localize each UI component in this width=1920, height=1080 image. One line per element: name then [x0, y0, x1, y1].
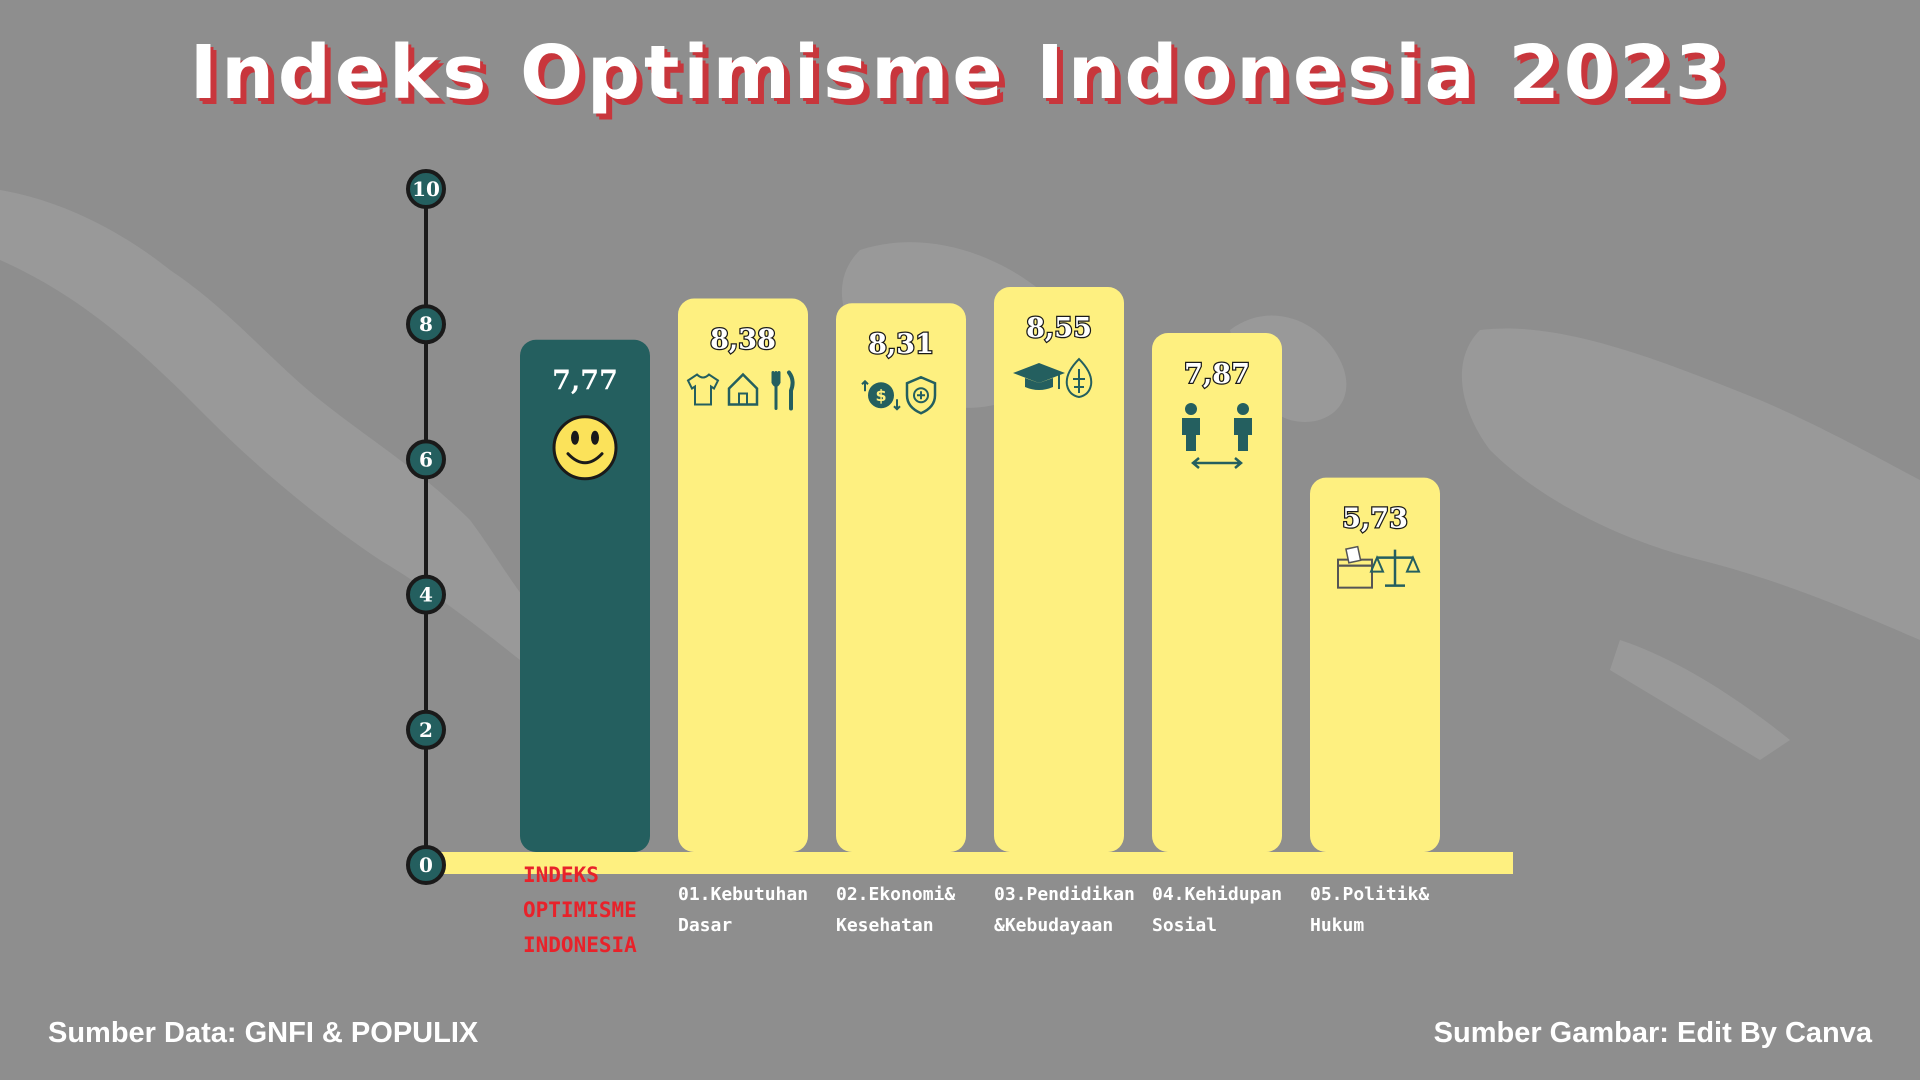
value-label: 5,73 — [1342, 504, 1408, 535]
money-icon: $ — [861, 379, 901, 411]
y-tick-label: 8 — [419, 312, 433, 336]
y-tick: 10 — [406, 169, 446, 209]
value-label: 7,77 — [552, 366, 618, 397]
shirt-icon — [686, 373, 720, 406]
y-tick: 4 — [406, 574, 446, 615]
bars: 7,77 8,38 8,31 $8,55 7,87 5,73 — [520, 287, 1440, 853]
y-tick-label: 4 — [419, 583, 433, 607]
y-tick: 6 — [406, 439, 446, 480]
gunungan-icon — [1065, 357, 1093, 399]
category-label: 02.Ekonomi&Kesehatan — [836, 884, 955, 936]
y-tick: 2 — [406, 709, 446, 750]
y-tick: 8 — [406, 304, 446, 345]
value-label: 7,87 — [1184, 359, 1250, 390]
category-labels: INDEKS OPTIMISME INDONESIA 01.Kebutuhan Dasa… — [523, 863, 1429, 957]
category-label-line: 04.Kehidupan — [1152, 884, 1282, 905]
category-label-line: Hukum — [1310, 915, 1364, 936]
scales-icon — [1369, 549, 1421, 587]
y-axis: 0 2 4 6 8 10 — [406, 169, 1513, 885]
category-label-line: INDEKS — [523, 863, 599, 887]
category-label: 03.Pendidikan&Kebudayaan — [994, 884, 1135, 936]
value-label: 8,38 — [710, 325, 776, 356]
chart-title: Indeks Optimisme Indonesia 2023 — [189, 30, 1731, 116]
smiley-icon — [552, 415, 618, 481]
svg-text:$: $ — [875, 386, 886, 405]
ballot-box-icon — [1337, 545, 1373, 589]
house-icon — [727, 372, 759, 406]
category-label: 01.Kebutuhan Dasar — [678, 884, 808, 936]
value-label: 8,55 — [1026, 313, 1092, 344]
baseline-bar — [440, 852, 1513, 874]
y-tick-label: 2 — [419, 718, 433, 742]
y-tick-label: 10 — [412, 177, 440, 201]
y-tick-label: 6 — [419, 447, 433, 471]
category-label-line: OPTIMISME — [523, 898, 637, 922]
bar-1 — [678, 298, 808, 853]
category-label: 05.Politik&Hukum — [1310, 884, 1429, 936]
category-label-line: INDONESIA — [523, 933, 637, 957]
category-label-line: &Kebudayaan — [994, 915, 1113, 936]
category-label-line: Dasar — [678, 915, 732, 936]
category-label-line: 05.Politik& — [1310, 884, 1429, 905]
health-shield-icon — [905, 375, 937, 415]
people-icon — [1182, 402, 1252, 469]
category-label-line: Sosial — [1152, 915, 1217, 936]
category-label-line: Kesehatan — [836, 915, 934, 936]
bar-main-index — [520, 339, 650, 852]
category-label-line: 03.Pendidikan — [994, 884, 1135, 905]
category-label-line: 02.Ekonomi& — [836, 884, 955, 905]
image-source-note: Sumber Gambar: Edit By Canva — [1433, 1017, 1872, 1049]
graduation-cap-icon — [1013, 363, 1065, 391]
category-label-line: 01.Kebutuhan — [678, 884, 808, 905]
y-tick: 0 — [406, 845, 446, 885]
bar-3 — [994, 287, 1124, 852]
category-label: 04.Kehidupan Sosial — [1152, 884, 1282, 936]
category-label-main: INDEKS OPTIMISME INDONESIA — [523, 863, 637, 957]
cutlery-icon — [771, 370, 795, 411]
bar-2 — [836, 303, 966, 852]
bar-4 — [1152, 332, 1282, 852]
data-source-note: Sumber Data: GNFI & POPULIX — [48, 1017, 479, 1049]
value-label: 8,31 — [868, 329, 934, 360]
y-tick-label: 0 — [419, 853, 433, 877]
